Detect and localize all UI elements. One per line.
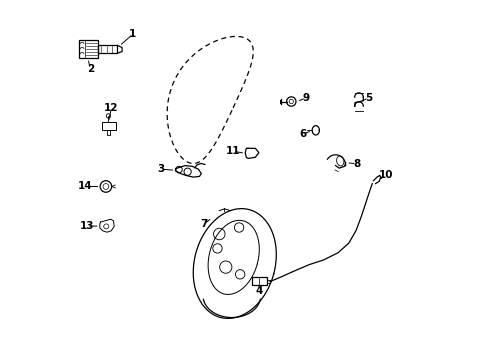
Text: 10: 10 [378, 170, 392, 180]
Bar [251, 277, 266, 285]
Text: 2: 2 [86, 64, 94, 74]
Text: 1: 1 [129, 29, 136, 39]
Text: 8: 8 [352, 159, 360, 169]
Text: 11: 11 [225, 146, 240, 156]
Text: 5: 5 [365, 93, 371, 103]
Text: 3: 3 [157, 164, 164, 174]
Text: 12: 12 [104, 103, 118, 113]
Text: 7: 7 [200, 219, 207, 229]
Text: 14: 14 [78, 181, 93, 192]
Text: 13: 13 [80, 221, 94, 231]
Bar [79, 40, 98, 58]
Bar [102, 122, 115, 130]
Text: 6: 6 [299, 129, 306, 139]
Text: 9: 9 [302, 93, 309, 103]
Text: 4: 4 [255, 285, 262, 296]
Bar [98, 45, 117, 53]
